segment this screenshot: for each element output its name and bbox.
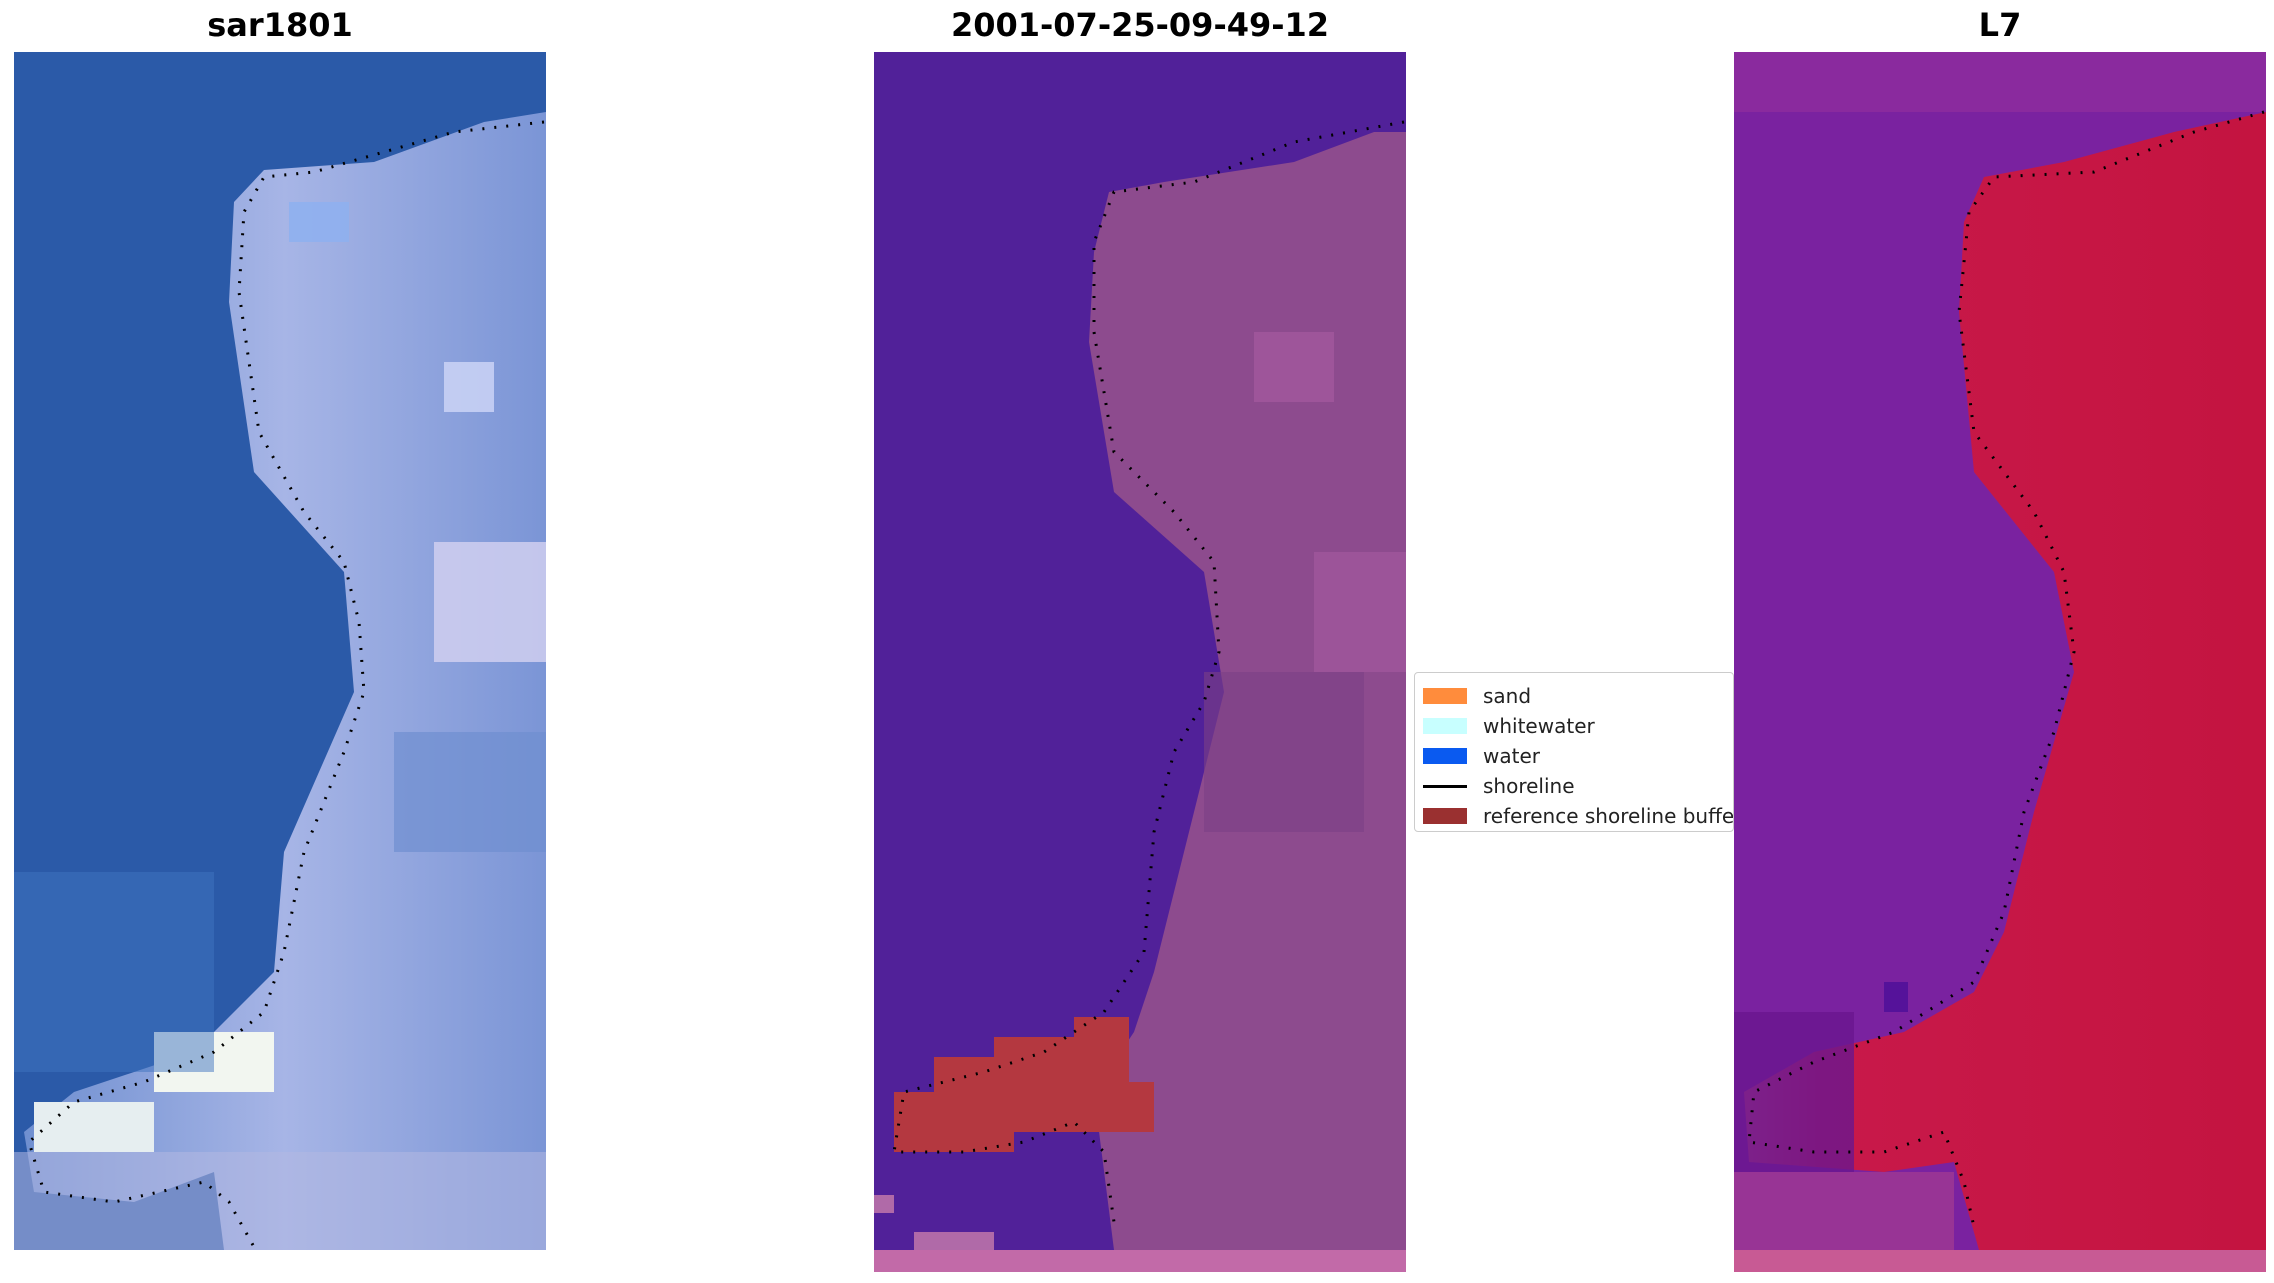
- index-image-panel: [1734, 52, 2266, 1272]
- buffer-swatch: [1423, 808, 1467, 824]
- land-area: [24, 112, 546, 1250]
- land-area: [1744, 112, 2266, 1250]
- reference-buffer: [894, 1017, 1154, 1152]
- rgb-image: [14, 52, 546, 1250]
- panel-title-index: L7: [1978, 6, 2022, 44]
- panel-title-rgb: sar1801: [207, 6, 353, 44]
- water-swatch: [1423, 748, 1467, 764]
- legend-item-sand: sand: [1423, 681, 1531, 711]
- bottom-strip: [1734, 1250, 2266, 1272]
- index-image: [1734, 52, 2266, 1272]
- legend: sand whitewater water shoreline referenc…: [1414, 672, 1734, 832]
- rgb-image-panel: [14, 52, 546, 1250]
- legend-label: sand: [1483, 684, 1532, 708]
- classified-image: [874, 52, 1406, 1272]
- legend-label: water: [1483, 744, 1540, 768]
- whitewater-swatch: [1423, 718, 1467, 734]
- legend-item-whitewater: whitewater: [1423, 711, 1595, 741]
- legend-item-shoreline: shoreline: [1423, 771, 1575, 801]
- legend-item-reference-buffer: reference shoreline buffer: [1423, 801, 1734, 831]
- panel-title-classified: 2001-07-25-09-49-12: [950, 6, 1330, 44]
- legend-label: reference shoreline buffer: [1483, 804, 1734, 828]
- sand-swatch: [1423, 688, 1467, 704]
- bottom-strip: [874, 1250, 1406, 1272]
- shoreline-line: [892, 120, 1405, 1223]
- legend-item-water: water: [1423, 741, 1540, 771]
- legend-label: shoreline: [1483, 774, 1575, 798]
- shoreline-line: [1747, 110, 2265, 1228]
- classified-image-panel: [874, 52, 1406, 1272]
- shoreline-swatch: [1423, 784, 1467, 788]
- legend-label: whitewater: [1483, 714, 1595, 738]
